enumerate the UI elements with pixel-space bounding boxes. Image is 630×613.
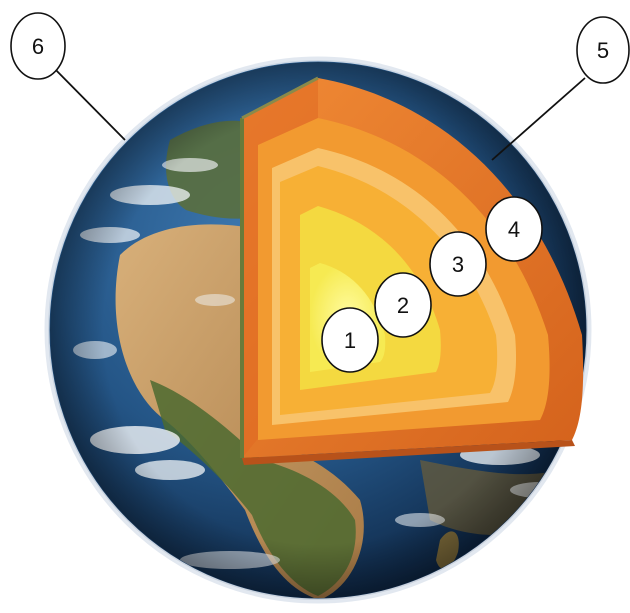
atmosphere-halo — [44, 56, 592, 604]
callout-3-text: 3 — [452, 252, 464, 277]
callout-5-text: 5 — [597, 38, 609, 63]
callout-4: 4 — [485, 196, 543, 262]
leader-line-5 — [491, 77, 586, 161]
callout-3: 3 — [429, 231, 487, 297]
callout-6-text: 6 — [32, 34, 44, 59]
cutaway — [240, 76, 584, 465]
callout-6: 6 — [10, 12, 66, 80]
callout-5: 5 — [576, 16, 630, 84]
callout-2: 2 — [374, 272, 432, 338]
cutaway-rim-top — [241, 76, 319, 120]
cutaway-floor-edge — [242, 440, 575, 465]
leader-line-6 — [47, 61, 126, 141]
callout-1: 1 — [321, 307, 379, 373]
callout-1-text: 1 — [344, 328, 356, 353]
callout-2-text: 2 — [397, 293, 409, 318]
callout-4-text: 4 — [508, 217, 520, 242]
